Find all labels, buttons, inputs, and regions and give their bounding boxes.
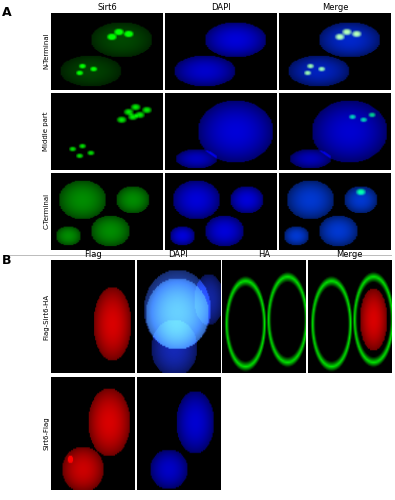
Text: A: A [2,6,11,20]
Text: DAPI: DAPI [211,2,231,12]
Text: HA: HA [258,250,270,259]
Text: Flag: Flag [84,250,102,259]
Text: N-Terminal: N-Terminal [43,33,49,70]
Text: Sirt6: Sirt6 [97,2,117,12]
Text: B: B [2,254,11,267]
Text: Middle part: Middle part [43,112,49,151]
Text: Merge: Merge [322,2,348,12]
Text: DAPI: DAPI [169,250,188,259]
Text: C-Terminal: C-Terminal [43,194,49,230]
Text: Sirt6-Flag: Sirt6-Flag [43,416,49,450]
Text: Flag-Sirt6-HA: Flag-Sirt6-HA [43,294,49,340]
Text: Merge: Merge [336,250,363,259]
